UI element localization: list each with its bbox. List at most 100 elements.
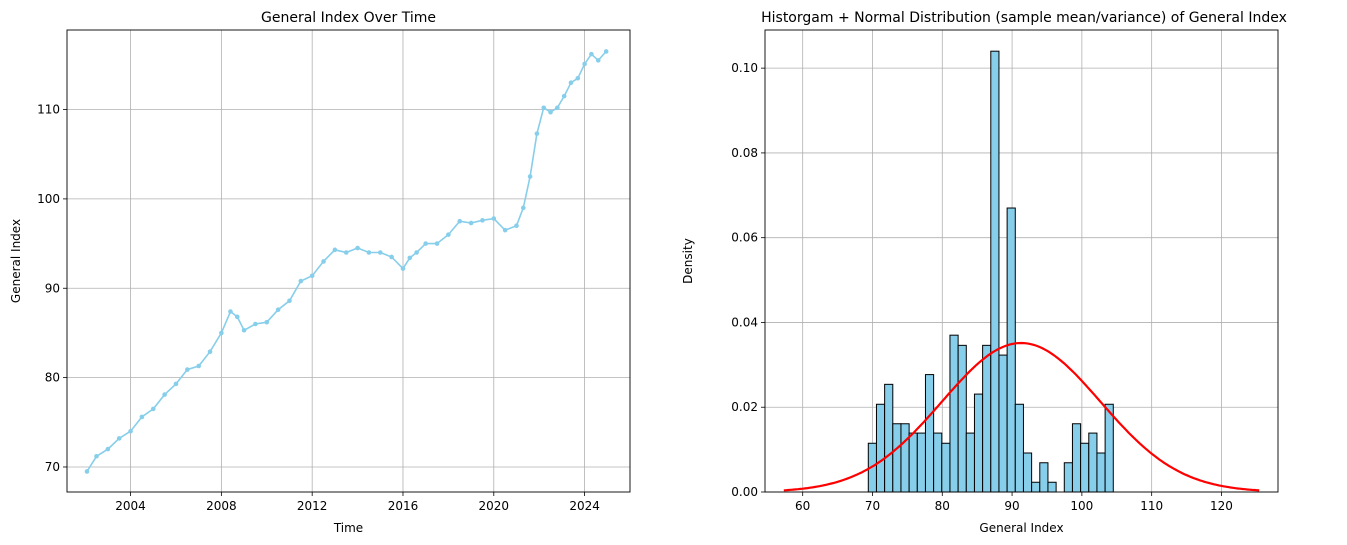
histogram-bar bbox=[900, 423, 910, 493]
data-point bbox=[207, 349, 213, 355]
histogram-bar bbox=[884, 383, 894, 493]
data-point bbox=[575, 75, 581, 81]
data-point bbox=[355, 245, 360, 251]
series-path bbox=[86, 50, 607, 472]
data-points bbox=[84, 49, 609, 474]
histogram-bar bbox=[1071, 423, 1082, 493]
histogram-bar bbox=[1039, 462, 1049, 493]
x-tick-label: 90 bbox=[1004, 499, 1019, 513]
data-point bbox=[582, 61, 587, 67]
data-point bbox=[377, 250, 383, 255]
y-axis-label: General Index bbox=[9, 219, 23, 303]
data-point bbox=[94, 453, 99, 459]
plot-frame bbox=[66, 29, 631, 493]
line-chart: 2004 2008 2012 2016 2020 2024 70 80 90 100 110 Ge… bbox=[9, 10, 631, 535]
grid bbox=[67, 30, 630, 492]
data-point bbox=[595, 58, 601, 63]
histogram-bar bbox=[1088, 432, 1098, 493]
y-tick-label: 0.10 bbox=[731, 61, 758, 75]
data-point bbox=[105, 446, 111, 452]
histogram-bar bbox=[924, 374, 935, 493]
y-tick-label: 0.04 bbox=[731, 315, 758, 329]
data-point bbox=[366, 250, 372, 255]
data-point bbox=[196, 363, 201, 369]
histogram-bar bbox=[1104, 403, 1114, 493]
histogram-bar bbox=[990, 50, 1000, 493]
histogram-bar bbox=[957, 344, 967, 493]
x-tick-label: 2016 bbox=[388, 499, 419, 513]
histogram-bar bbox=[941, 442, 951, 493]
data-point bbox=[321, 259, 326, 264]
data-point bbox=[219, 330, 224, 336]
data-point bbox=[589, 51, 594, 57]
data-point bbox=[275, 307, 281, 313]
y-tick-label: 100 bbox=[37, 192, 60, 206]
x-tick-label: 80 bbox=[935, 499, 950, 513]
histogram-bar bbox=[916, 432, 926, 493]
normal-curve-path bbox=[783, 341, 1260, 492]
histogram-bar bbox=[908, 432, 918, 493]
data-point bbox=[414, 250, 419, 255]
x-tick-label: 2004 bbox=[115, 499, 146, 513]
histogram-bar bbox=[1022, 452, 1033, 493]
data-point bbox=[541, 105, 547, 111]
chart-title: Historgam + Normal Distribution (sample … bbox=[761, 10, 1287, 26]
y-tick-label: 80 bbox=[45, 371, 60, 385]
data-point bbox=[185, 367, 190, 372]
data-point bbox=[389, 254, 394, 260]
x-tick-label: 70 bbox=[865, 499, 880, 513]
y-tick-label: 0.06 bbox=[731, 231, 758, 245]
data-point bbox=[491, 216, 497, 221]
data-point bbox=[603, 49, 609, 54]
x-tick-label: 2012 bbox=[297, 499, 328, 513]
data-point bbox=[527, 174, 533, 179]
data-point bbox=[343, 250, 349, 255]
histogram-bars bbox=[867, 50, 1114, 493]
y-tick-label: 0.00 bbox=[731, 485, 758, 499]
x-tick-label: 100 bbox=[1070, 499, 1093, 513]
data-point bbox=[116, 436, 122, 441]
x-tick-label: 110 bbox=[1140, 499, 1163, 513]
chart-title: General Index Over Time bbox=[261, 10, 436, 26]
data-point bbox=[139, 414, 145, 420]
series-line bbox=[86, 50, 607, 472]
histogram-bar bbox=[1031, 481, 1041, 493]
x-tick-label: 120 bbox=[1210, 499, 1233, 513]
histogram-bar bbox=[1080, 442, 1090, 493]
histogram-bar bbox=[1047, 481, 1057, 493]
histogram-bar bbox=[1014, 403, 1024, 493]
x-ticks: 60 70 80 90 100 110 120 bbox=[795, 492, 1233, 513]
histogram-bar bbox=[982, 344, 992, 493]
plot-frame bbox=[764, 29, 1279, 493]
data-point bbox=[84, 469, 90, 474]
y-axis-label: Density bbox=[681, 238, 695, 284]
normal-curve bbox=[783, 341, 1260, 492]
y-ticks: 70 80 90 100 110 bbox=[37, 103, 67, 474]
y-tick-label: 110 bbox=[37, 103, 60, 117]
x-tick-label: 60 bbox=[795, 499, 810, 513]
data-point bbox=[287, 298, 292, 304]
data-point bbox=[264, 319, 270, 325]
histogram-bar bbox=[973, 393, 984, 493]
histogram-bar bbox=[875, 403, 886, 493]
data-point bbox=[173, 381, 179, 387]
y-tick-label: 90 bbox=[45, 281, 60, 295]
y-tick-label: 0.08 bbox=[731, 146, 758, 160]
data-point bbox=[400, 266, 406, 271]
data-point bbox=[480, 218, 485, 223]
data-point bbox=[234, 314, 240, 320]
data-point bbox=[568, 80, 574, 86]
data-point bbox=[514, 223, 519, 229]
y-tick-label: 70 bbox=[45, 460, 60, 474]
data-point bbox=[162, 392, 167, 397]
histogram-bar bbox=[892, 423, 902, 493]
data-point bbox=[548, 109, 553, 115]
histogram-chart: 60 70 80 90 100 110 120 0.000.020.040.060.080.… bbox=[681, 10, 1287, 535]
data-point bbox=[128, 428, 133, 434]
histogram-bar bbox=[933, 432, 943, 493]
x-axis-label: General Index bbox=[979, 521, 1063, 535]
data-point bbox=[561, 93, 567, 99]
histogram-bar bbox=[949, 334, 959, 493]
data-point bbox=[253, 321, 258, 327]
